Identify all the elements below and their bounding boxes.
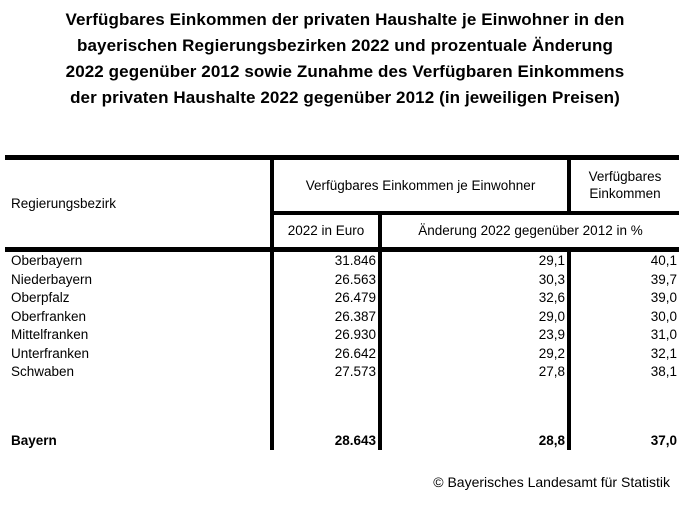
header-row-groups: Regierungsbezirk Verfügbares Einkommen j…	[5, 157, 680, 252]
cell-euro-2022: 31.846	[270, 249, 380, 271]
col-header-income-per-capita-group: Verfügbares Einkommen je Einwohner	[269, 157, 570, 215]
cell-change-total: 40,1	[567, 249, 680, 271]
cell-change-per-capita-total: 28,8	[377, 431, 570, 450]
title-line-2: bayerischen Regierungsbezirken 2022 und …	[77, 36, 613, 55]
cell-region: Schwaben	[11, 364, 75, 379]
cell-change-total-total: 37,0	[567, 431, 680, 450]
col-header-2022-in-euro: 2022 in Euro	[270, 212, 380, 252]
cell-change-total: 39,0	[567, 289, 680, 308]
header-row-subcolumns: 2022 in Euro Änderung 2022 gegenüber 201…	[5, 212, 680, 252]
col-header-region: Regierungsbezirk	[5, 157, 272, 252]
cell-region: Unterfranken	[11, 345, 90, 361]
cell-change-per-capita: 32,6	[377, 289, 570, 308]
cell-region: Oberpfalz	[11, 290, 70, 305]
income-table-body: Oberbayern 31.846 29,1 40,1 Niederbayern…	[5, 249, 680, 450]
cell-change-per-capita: 29,0	[377, 307, 570, 326]
title-line-1: Verfügbares Einkommen der privaten Haush…	[65, 10, 625, 29]
cell-change-total: 38,1	[567, 363, 680, 382]
spacer-cell	[270, 381, 380, 432]
cell-euro-2022: 26.930	[270, 326, 380, 345]
cell-euro-2022: 26.479	[270, 289, 380, 308]
cell-change-per-capita: 23,9	[377, 326, 570, 345]
table-row-unterfranken: Unterfranken 26.642 29,2 32,1	[5, 344, 680, 363]
page-title: Verfügbares Einkommen der privaten Haush…	[0, 0, 690, 111]
cell-change-per-capita: 30,3	[377, 270, 570, 289]
table-row-schwaben: Schwaben 27.573 27,8 38,1	[5, 363, 680, 382]
table-row-oberbayern: Oberbayern 31.846 29,1 40,1	[5, 249, 680, 271]
col-header-income-total-group: Verfügbares Einkommen	[567, 157, 680, 215]
total-row-bayern: Bayern 28.643 28,8 37,0	[5, 431, 680, 450]
col-header-change-percent: Änderung 2022 gegenüber 2012 in %	[377, 212, 680, 252]
cell-region: Oberbayern	[11, 253, 83, 268]
cell-change-per-capita: 27,8	[377, 363, 570, 382]
title-line-3: 2022 gegenüber 2012 sowie Zunahme des Ve…	[65, 62, 625, 81]
cell-region: Mittelfranken	[11, 327, 89, 342]
cell-euro-2022: 26.387	[270, 307, 380, 326]
table-row-niederbayern: Niederbayern 26.563 30,3 39,7	[5, 270, 680, 289]
cell-region: Oberfranken	[11, 308, 87, 324]
table-row-mittelfranken: Mittelfranken 26.930 23,9 31,0	[5, 326, 680, 345]
title-line-4: der privaten Haushalte 2022 gegenüber 20…	[70, 88, 620, 107]
cell-change-per-capita: 29,2	[377, 344, 570, 363]
cell-change-total: 30,0	[567, 307, 680, 326]
cell-region-total: Bayern	[11, 432, 57, 448]
spacer-cell	[5, 382, 272, 432]
cell-euro-2022-total: 28.643	[270, 431, 380, 450]
cell-change-total: 31,0	[567, 326, 680, 345]
table-row-oberfranken: Oberfranken 26.387 29,0 30,0	[5, 307, 680, 326]
cell-euro-2022: 26.642	[270, 344, 380, 363]
income-table-header: Regierungsbezirk Verfügbares Einkommen j…	[5, 157, 680, 252]
copyright-source: © Bayerisches Landesamt für Statistik	[433, 474, 670, 490]
cell-change-per-capita: 29,1	[377, 249, 570, 271]
cell-change-total: 39,7	[567, 270, 680, 289]
income-table: Regierungsbezirk Verfügbares Einkommen j…	[5, 155, 680, 450]
table-row-oberpfalz: Oberpfalz 26.479 32,6 39,0	[5, 289, 680, 308]
spacer-cell	[377, 381, 570, 432]
cell-euro-2022: 26.563	[270, 270, 380, 289]
spacer-row	[5, 381, 680, 432]
cell-region: Niederbayern	[11, 271, 93, 287]
cell-change-total: 32,1	[567, 344, 680, 363]
spacer-cell	[567, 381, 680, 432]
cell-euro-2022: 27.573	[270, 363, 380, 382]
